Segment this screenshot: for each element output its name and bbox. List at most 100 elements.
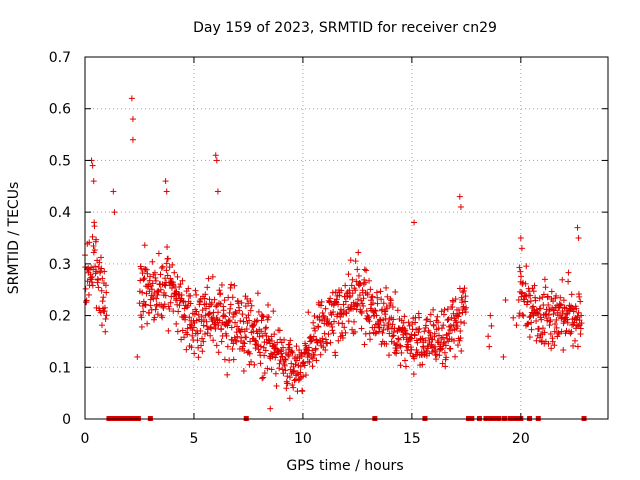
data-point [247,338,254,345]
data-point [157,271,164,278]
data-point [515,296,522,303]
data-point [551,328,558,335]
data-point [232,337,239,344]
x-tick-label: 20 [512,431,530,447]
data-point [380,326,387,333]
data-point [328,321,335,328]
data-point [536,325,543,332]
data-point [463,304,470,311]
y-tick-label: 0.5 [49,153,71,169]
data-point [547,330,554,337]
data-point [286,374,293,381]
data-point [400,334,407,341]
data-point [229,346,236,353]
data-point [380,316,387,323]
data-point [214,188,221,195]
data-point [530,288,537,295]
data-point [435,319,442,326]
data-point [439,360,446,367]
data-point [527,292,534,299]
data-point [369,299,376,306]
data-point [461,306,468,313]
data-point [448,314,455,321]
data-point [100,294,107,301]
data-point [161,301,168,308]
data-point [302,372,309,379]
data-point [241,340,248,347]
data-point [258,317,265,324]
data-point [268,366,275,373]
data-point [310,333,317,340]
data-point [220,312,227,319]
data-point [199,307,206,314]
data-point [439,334,446,341]
data-point [198,342,205,349]
data-point [551,307,558,314]
data-point [149,258,156,265]
data-point [462,298,469,305]
data-point [340,311,347,318]
data-point [147,302,154,309]
tick-labels: 0 0.1 0.2 0.3 0.4 0.5 0.6 0.7 0 5 10 15 20 [49,50,530,447]
data-point [200,338,207,345]
data-point [431,330,438,337]
data-point [532,297,539,304]
data-point [407,344,414,351]
data-point [228,281,235,288]
data-point [297,369,304,376]
data-point [546,322,553,329]
data-point [459,289,466,296]
data-point [272,354,279,361]
data-point [347,292,354,299]
data-point [139,270,146,277]
data-point [224,322,231,329]
data-point [574,224,581,231]
data-point [457,328,464,335]
data-point [461,320,468,327]
data-point [265,301,272,308]
data-point [555,329,562,336]
data-point [402,330,409,337]
data-point [348,282,355,289]
data-point [528,326,535,333]
data-point [560,297,567,304]
data-point [305,344,312,351]
data-point [102,328,109,335]
data-point [248,302,255,309]
data-point [324,340,331,347]
data-point [385,352,392,359]
data-point [301,362,308,369]
data-point [335,301,342,308]
data-point [433,356,440,363]
data-point [154,291,161,298]
data-point [259,375,266,382]
data-point [563,311,570,318]
data-point [103,312,110,319]
data-point [265,336,272,343]
data-point [99,298,106,305]
data-point [138,314,145,321]
data-point [213,157,220,164]
data-point [202,312,209,319]
data-point [268,337,275,344]
data-point [181,334,188,341]
data-point [442,363,449,370]
data-point [552,320,559,327]
data-point [329,289,336,296]
data-point [550,298,557,305]
data-point [457,318,464,325]
data-point [354,301,361,308]
data-point [266,337,273,344]
data-point [224,371,231,378]
data-point [542,311,549,318]
data-point [176,284,183,291]
data-point [139,289,146,296]
data-point [192,287,199,294]
data-point [233,338,240,345]
data-point [361,341,368,348]
data-point [179,277,186,284]
data-point [438,325,445,332]
data-point [230,356,237,363]
data-point [263,324,270,331]
chart-title: Day 159 of 2023, SRMTID for receiver cn2… [193,20,497,36]
